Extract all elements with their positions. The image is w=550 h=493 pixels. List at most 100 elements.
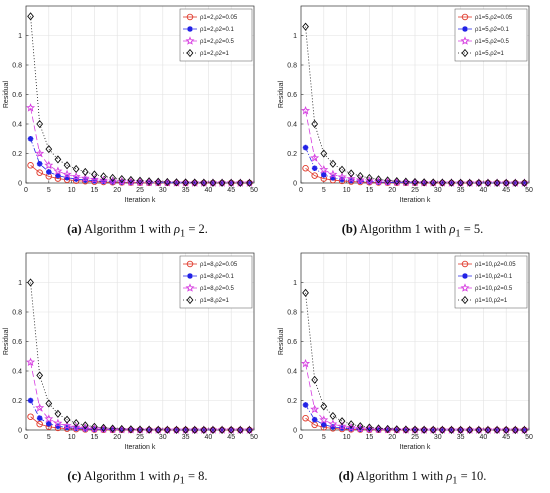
legend-marker [186, 260, 194, 268]
y-tick-label: 1 [293, 33, 297, 40]
data-point [375, 175, 382, 184]
x-tick-label: 25 [136, 187, 144, 194]
x-tick-label: 30 [434, 187, 442, 194]
data-point [136, 176, 144, 185]
data-point [27, 135, 34, 142]
legend-marker [461, 295, 469, 305]
data-point [384, 176, 392, 185]
caption-sub: 1 [179, 475, 185, 487]
data-point [393, 427, 400, 433]
data-point [519, 425, 529, 434]
data-point [218, 178, 226, 187]
caption-text: Algorithm 1 with [84, 222, 171, 236]
legend-marker [462, 273, 468, 279]
data-point [81, 421, 89, 430]
data-point [73, 176, 79, 182]
legend-label: ρ1=8,ρ2=1 [200, 298, 230, 304]
data-point [246, 178, 253, 187]
data-point [100, 172, 107, 181]
caption-c: (c) Algorithm 1 with ρ1 = 8. [0, 469, 275, 487]
caption-text: Algorithm 1 with [356, 469, 444, 483]
data-point [438, 178, 446, 187]
data-point [321, 172, 327, 178]
data-point [411, 425, 419, 434]
y-tick-label: 1 [18, 280, 22, 287]
data-point [244, 425, 254, 434]
series-4 [302, 288, 528, 435]
data-point [235, 178, 245, 187]
data-point [402, 177, 410, 186]
legend: ρ1=8,ρ2=0.05 ρ1=8,ρ2=0.1 ρ1=8,ρ2=0.5 ρ1=8,ρ… [179, 255, 253, 309]
x-tick-label: 10 [343, 434, 351, 441]
data-point [375, 424, 382, 433]
x-tick-label: 20 [113, 187, 121, 194]
data-point [91, 422, 98, 431]
legend-marker [462, 26, 468, 32]
data-point [54, 155, 62, 164]
data-point [484, 178, 492, 187]
series-line [30, 107, 250, 184]
data-point [501, 178, 511, 187]
y-tick-label: 0.8 [12, 310, 22, 317]
data-point [328, 419, 338, 428]
y-axis-label: Residual [278, 80, 285, 108]
data-point [484, 425, 492, 435]
data-point [35, 148, 45, 158]
y-tick-label: 0.6 [12, 92, 22, 99]
caption-math: ρ [173, 469, 180, 483]
series-line [30, 282, 250, 431]
data-point [200, 178, 208, 187]
legend-marker [186, 295, 194, 305]
data-point [465, 178, 475, 187]
x-tick-label: 40 [480, 434, 488, 441]
data-point [346, 422, 356, 432]
data-point [199, 425, 209, 434]
data-point [172, 425, 181, 434]
data-point [53, 418, 63, 428]
data-point [173, 425, 180, 434]
data-point [366, 423, 373, 432]
data-point [330, 175, 336, 181]
x-tick-label: 35 [457, 187, 465, 194]
x-tick-label: 25 [136, 434, 144, 441]
data-point [236, 425, 244, 435]
x-tick-label: 30 [159, 187, 167, 194]
caption-label: (b) [341, 222, 357, 236]
legend-label: ρ1=2,ρ2=0.05 [200, 15, 238, 21]
y-axis-label: Residual [3, 80, 10, 108]
x-tick-label: 45 [227, 434, 235, 441]
data-point [483, 425, 493, 434]
caption-value: = 5. [460, 222, 484, 236]
data-point [46, 169, 52, 175]
legend-marker [460, 36, 470, 45]
y-tick-label: 0.2 [287, 398, 297, 405]
data-point [328, 169, 338, 179]
data-point [81, 167, 89, 177]
data-point [302, 288, 309, 297]
legend-label: ρ1=8,ρ2=0.1 [200, 274, 235, 280]
x-tick-label: 5 [47, 434, 51, 441]
x-tick-label: 20 [113, 434, 121, 441]
data-point [521, 425, 528, 435]
caption-label: (a) [67, 222, 82, 236]
data-point [71, 171, 81, 181]
data-point [384, 426, 391, 433]
x-tick-label: 15 [91, 187, 99, 194]
data-point [511, 178, 519, 188]
legend-label: ρ1=5,ρ2=1 [475, 51, 505, 57]
data-point [217, 425, 227, 434]
data-point [236, 178, 244, 187]
data-point [366, 426, 373, 433]
data-point [465, 425, 475, 434]
data-point [330, 424, 336, 430]
data-point [310, 404, 320, 414]
data-point [118, 174, 126, 184]
legend-label: ρ1=8,ρ2=0.05 [200, 262, 238, 268]
data-point [27, 413, 34, 420]
x-tick-label: 15 [366, 434, 374, 441]
y-axis-label: Residual [3, 327, 10, 355]
x-tick-label: 5 [322, 187, 326, 194]
data-point [63, 415, 71, 424]
data-point [347, 169, 355, 178]
